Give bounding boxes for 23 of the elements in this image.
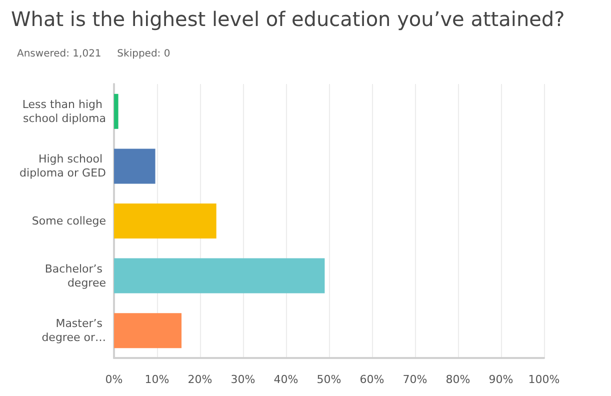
x-tick-label: 0%: [105, 373, 123, 386]
x-tick-label: 50%: [316, 373, 342, 386]
bar: [114, 313, 182, 348]
bar: [114, 258, 325, 294]
bar: [114, 148, 156, 184]
x-tick-label: 90%: [488, 373, 514, 386]
x-tick-label: 60%: [360, 373, 384, 386]
y-tick-label: High school diploma or GED: [20, 152, 106, 180]
x-tick-label: 80%: [446, 373, 470, 386]
x-tick-label: 20%: [188, 373, 212, 386]
x-tick-label: 100%: [528, 373, 560, 386]
x-tick-label: 70%: [402, 373, 428, 386]
chart-title: What is the highest level of education you’ve attained?: [11, 7, 565, 31]
y-tick-label: Some college: [32, 214, 106, 228]
y-tick-label: Bachelor’s degree: [44, 262, 106, 290]
y-tick-label: Less than high school diploma: [22, 98, 106, 125]
chart-subtitle: Answered: 1,021 Skipped: 0: [17, 48, 170, 60]
bar: [114, 204, 216, 238]
x-tick-label: 10%: [144, 373, 170, 386]
x-tick-label: 40%: [274, 373, 298, 386]
bar: [114, 94, 118, 129]
x-tick-label: 30%: [230, 373, 256, 386]
y-tick-label: Master’s degree or…: [42, 317, 106, 344]
